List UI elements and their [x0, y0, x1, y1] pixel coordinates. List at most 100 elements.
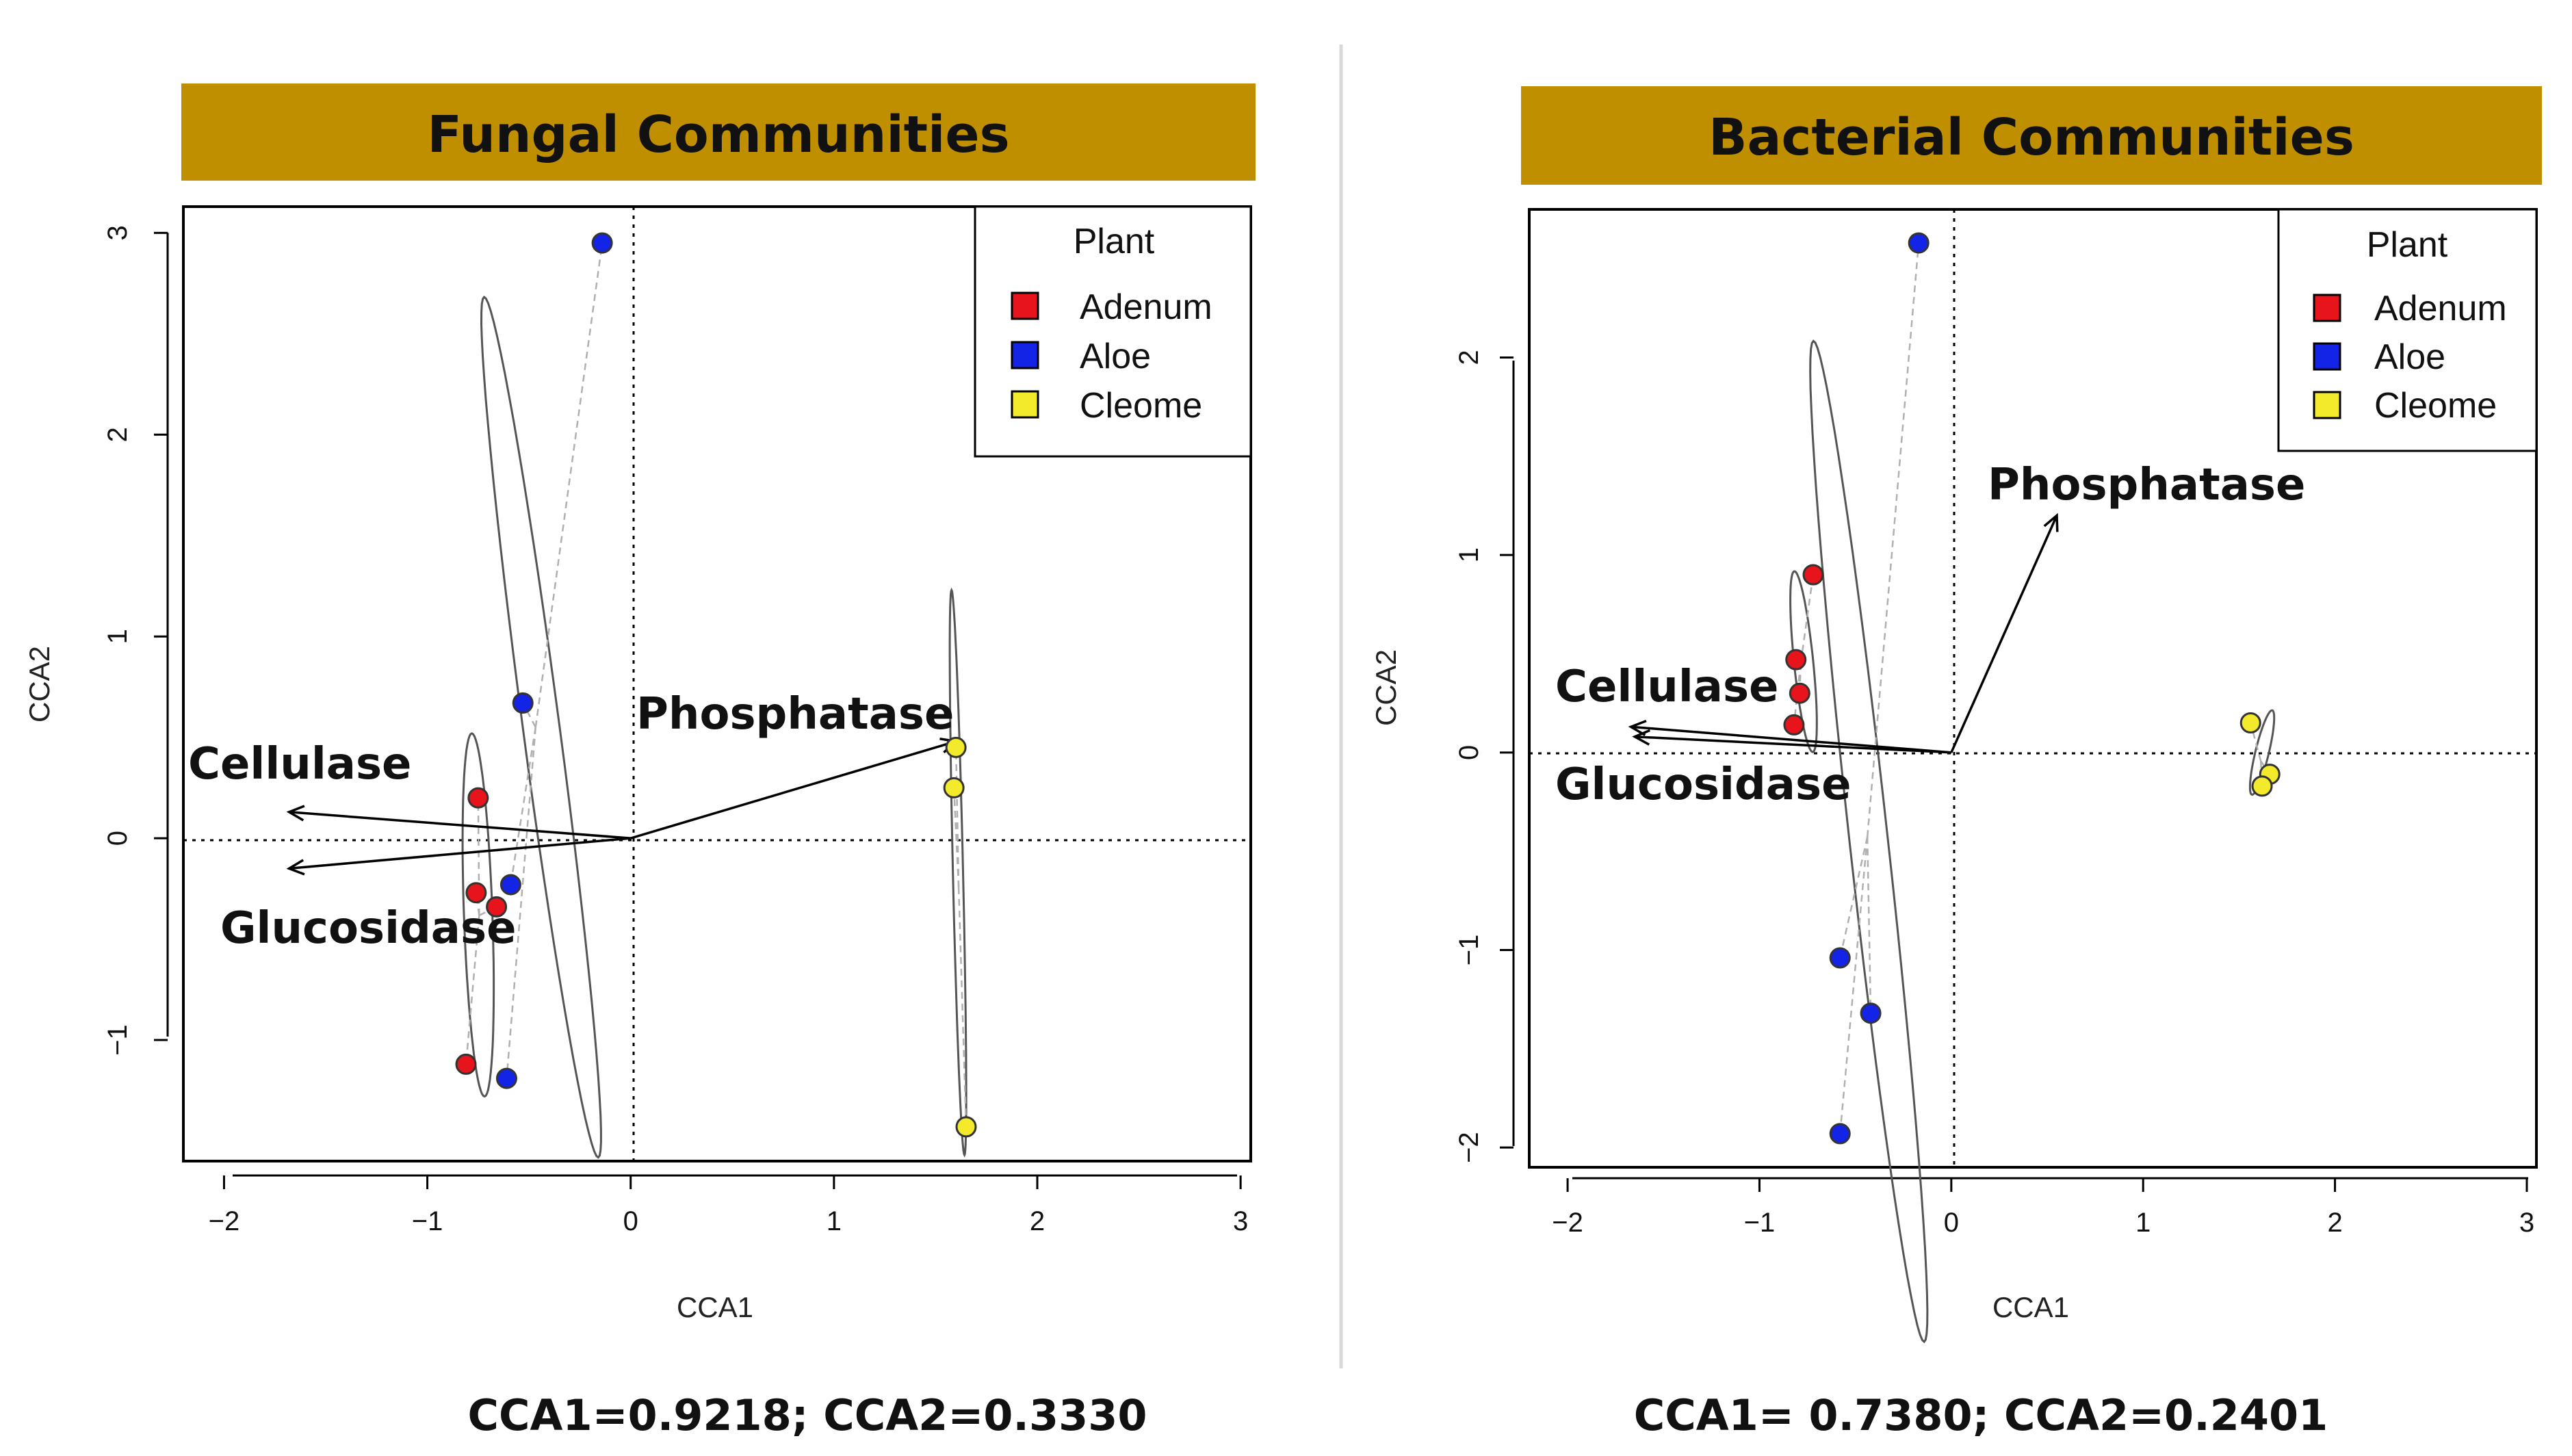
- fungal-legend-swatch-aloe: [1011, 341, 1039, 369]
- bacterial-y-tick-label: 0: [1454, 745, 1484, 760]
- fungal-x-tick-label: 3: [1233, 1206, 1248, 1236]
- fungal-point-aloe: [495, 1067, 517, 1089]
- fungal-title-banner: [181, 83, 1256, 181]
- fungal-legend-label-adenum: Adenum: [1080, 287, 1212, 327]
- fungal-y-tick-label: 1: [103, 629, 133, 644]
- fungal-spider-line-aloe: [522, 702, 536, 728]
- bacterial-eigenvalues: CCA1= 0.7380; CCA2=0.2401: [1634, 1390, 2328, 1440]
- fungal-points: [455, 232, 977, 1138]
- fungal-x-tick-label: −1: [412, 1206, 443, 1236]
- fungal-point-cleome: [955, 1116, 977, 1138]
- fungal-x-tick-label: 0: [623, 1206, 638, 1236]
- bacterial-point-aloe: [1829, 1123, 1851, 1145]
- bacterial-spider-lines: [1793, 242, 2271, 1134]
- fungal-arrowhead-cellulase: [286, 805, 305, 822]
- bacterial-y-axis-label: CCA2: [1370, 649, 1402, 726]
- fungal-point-cleome: [943, 777, 965, 798]
- fungal-point-adenum: [486, 896, 508, 918]
- fungal-legend-label-cleome: Cleome: [1080, 386, 1202, 426]
- bacterial-y-tick-label: 1: [1454, 547, 1484, 562]
- bacterial-phosphatase-label: Phosphatase: [1988, 460, 2305, 510]
- bacterial-points: [1783, 232, 2281, 1145]
- fungal-y-tick-label: 2: [103, 427, 133, 442]
- bacterial-x-axis-label: CCA1: [1992, 1291, 2069, 1323]
- bacterial-plot-frame: [1528, 208, 2538, 1169]
- bacterial-spider-line-aloe: [1839, 836, 1869, 959]
- fungal-arrows: [286, 737, 959, 876]
- fungal-arrow-glucosidase: [289, 837, 631, 870]
- bacterial-legend-label-adenum: Adenum: [2374, 289, 2507, 328]
- fungal-x-axis-label: CCA1: [677, 1291, 753, 1323]
- bacterial-legend-swatch-adenum: [2313, 294, 2341, 322]
- bacterial-point-aloe: [1860, 1002, 1882, 1024]
- bacterial-title: Bacterial Communities: [1709, 108, 2354, 167]
- bacterial-axes: −2 −1 0 1 2 3 −2 −1 0 1 2 CCA1 CCA2: [1370, 350, 2534, 1323]
- bacterial-point-adenum: [1783, 714, 1805, 736]
- bacterial-point-adenum: [1802, 564, 1824, 586]
- bacterial-arrow-cellulase: [1631, 725, 1951, 754]
- bacterial-legend-swatch-cleome: [2313, 391, 2341, 419]
- bacterial-ellipse-aloe: [1809, 339, 1929, 1344]
- bacterial-spider-line-cleome: [2250, 723, 2262, 762]
- fungal-y-tick-label: 3: [103, 225, 133, 240]
- bacterial-arrowhead-glucosidase: [1632, 729, 1650, 746]
- bacterial-legend-label-cleome: Cleome: [2374, 386, 2497, 426]
- fungal-legend-title: Plant: [1074, 222, 1155, 261]
- fungal-x-tick-label: 1: [827, 1206, 842, 1236]
- bacterial-y-tick-label: −1: [1454, 935, 1484, 966]
- bacterial-spider-line-aloe: [1866, 242, 1920, 837]
- fungal-plot-frame: [182, 205, 1252, 1162]
- bacterial-title-banner: [1521, 86, 2542, 185]
- fungal-panel: Fungal Communities −2 −1 0 1 2 3 −1 0 1 2 3 CCA1 …: [23, 83, 1256, 1440]
- fungal-point-adenum: [467, 787, 489, 809]
- fungal-spider-line-cleome: [952, 788, 960, 887]
- fungal-point-adenum: [465, 882, 487, 904]
- fungal-legend-swatch-cleome: [1011, 390, 1039, 419]
- bacterial-point-adenum: [1785, 649, 1807, 671]
- bacterial-spider-line-aloe: [1866, 837, 1872, 1013]
- fungal-spider-line-aloe: [534, 242, 603, 728]
- bacterial-legend-swatch-aloe: [2313, 342, 2341, 371]
- fungal-ellipse-aloe: [480, 296, 602, 1159]
- bacterial-legend-title: Plant: [2367, 225, 2448, 265]
- fungal-y-axis-label: CCA2: [23, 646, 55, 723]
- bacterial-point-cleome: [2251, 775, 2273, 797]
- fungal-spider-line-adenum: [475, 892, 480, 916]
- bacterial-panel: Bacterial Communities −2 −1 0 1 2 3 −2 −1 0 1 2 C…: [1370, 86, 2542, 1440]
- fungal-eigenvalues: CCA1=0.9218; CCA2=0.3330: [467, 1390, 1147, 1440]
- fungal-arrow-cellulase: [289, 811, 631, 840]
- fungal-axes: −2 −1 0 1 2 3 −1 0 1 2 3 CCA1 CCA2: [23, 225, 1248, 1323]
- fungal-cellulase-label: Cellulase: [188, 739, 411, 790]
- fungal-ellipse-adenum: [461, 732, 495, 1098]
- bacterial-spider-line-adenum: [1800, 574, 1815, 664]
- fungal-spider-lines: [465, 242, 967, 1127]
- bacterial-arrow-glucosidase: [1635, 735, 1951, 754]
- bacterial-x-tick-label: −1: [1744, 1208, 1776, 1238]
- fungal-point-aloe: [499, 874, 521, 896]
- fungal-legend-label-aloe: Aloe: [1080, 337, 1151, 376]
- fungal-point-adenum: [455, 1053, 477, 1075]
- fungal-point-aloe: [591, 232, 613, 254]
- fungal-spider-line-cleome: [954, 747, 960, 887]
- fungal-arrow-phosphatase: [630, 740, 957, 840]
- bacterial-arrows: [1628, 512, 2059, 754]
- bacterial-x-tick-label: 0: [1944, 1208, 1959, 1238]
- bacterial-cellulase-label: Cellulase: [1555, 662, 1778, 712]
- fungal-x-tick-label: −2: [209, 1206, 240, 1236]
- bacterial-arrow-phosphatase: [1950, 515, 2058, 753]
- bacterial-x-tick-label: 2: [2327, 1208, 2342, 1238]
- fungal-legend-swatch-adenum: [1011, 291, 1039, 320]
- fungal-y-tick-label: −1: [103, 1024, 133, 1056]
- fungal-arrowhead-glucosidase: [286, 859, 305, 876]
- bacterial-point-adenum: [1789, 682, 1810, 704]
- bacterial-y-tick-label: −2: [1454, 1132, 1484, 1163]
- fungal-title: Fungal Communities: [427, 105, 1009, 164]
- bacterial-x-tick-label: 3: [2519, 1208, 2534, 1238]
- bacterial-x-tick-label: 1: [2135, 1208, 2151, 1238]
- fungal-spider-line-aloe: [510, 727, 537, 885]
- bacterial-point-aloe: [1908, 232, 1930, 254]
- fungal-phosphatase-label: Phosphatase: [636, 689, 954, 740]
- fungal-x-tick-label: 2: [1030, 1206, 1045, 1236]
- bacterial-y-tick-label: 2: [1454, 350, 1484, 365]
